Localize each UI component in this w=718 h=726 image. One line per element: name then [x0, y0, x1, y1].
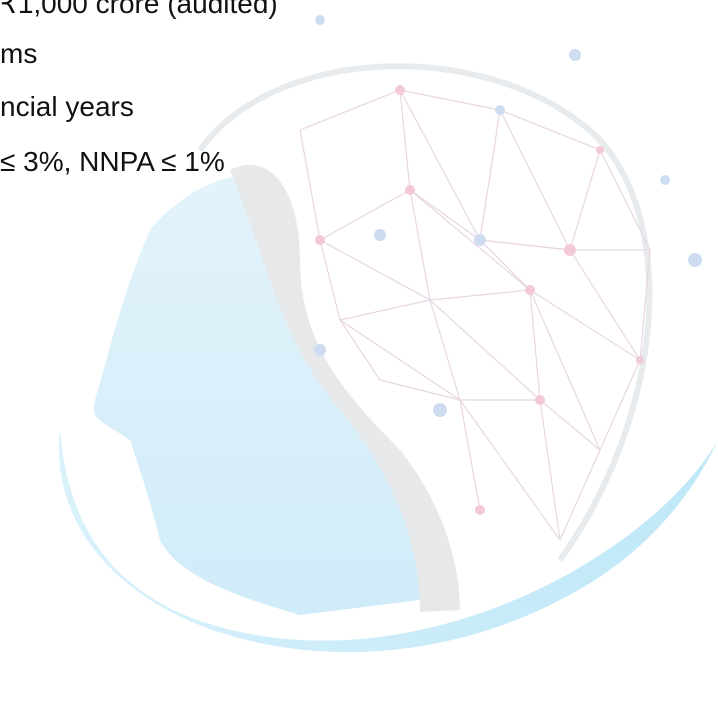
- page: ₹1,000 crore (audited) ms ncial years ≤ …: [0, 0, 718, 726]
- text-line: ms: [0, 38, 37, 70]
- text-line: ncial years: [0, 91, 134, 123]
- text-line: ₹1,000 crore (audited): [0, 0, 278, 20]
- text-line: ≤ 3%, NNPA ≤ 1%: [0, 146, 225, 178]
